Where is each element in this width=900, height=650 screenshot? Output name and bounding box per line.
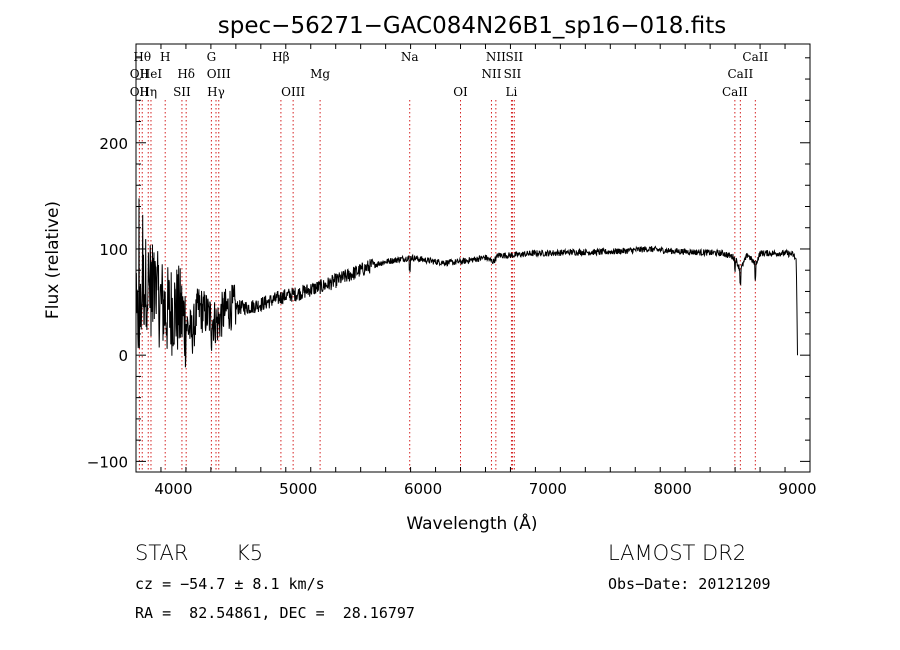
line-label: OII [130,85,150,99]
line-label: NII [486,50,506,64]
line-label: Hθ [133,50,151,64]
line-label: H [160,50,170,64]
y-tick-label: −100 [87,453,128,471]
line-label: OIII [281,85,305,99]
x-tick-label: 9000 [778,480,816,498]
x-axis-label: Wavelength (Å) [406,512,537,534]
plot-frame [135,43,811,473]
line-label: SII [173,85,191,99]
y-tick-label: 100 [99,241,128,259]
x-axis-tick-labels: 4000 5000 6000 7000 8000 9000 [154,480,816,498]
y-axis-tick-labels: −100 0 100 200 [87,135,128,472]
line-label: Li [506,85,518,99]
x-axis-ticks [135,44,811,472]
line-label: CaII [727,67,753,81]
line-label: Hδ [177,67,195,81]
line-label: Hγ [207,85,225,99]
chart-title: spec−56271−GAC084N26B1_sp16−018.fits [218,13,726,39]
y-axis-label: Flux (relative) [43,201,63,319]
line-label: Hη [139,85,157,99]
y-axis-ticks [136,57,810,462]
survey-name: LAMOST DR2 [608,541,747,565]
x-tick-label: 6000 [404,480,442,498]
line-label: CaII [722,85,748,99]
y-tick-label: 200 [99,135,128,153]
line-label: SII [504,67,522,81]
object-class: STAR [135,541,189,565]
line-label: HeI [140,67,163,81]
line-label: G [207,50,217,64]
line-label: Na [401,50,419,64]
x-tick-label: 4000 [154,480,192,498]
x-tick-label: 7000 [529,480,567,498]
spectrum-line [135,198,798,368]
line-label: OI [453,85,468,99]
line-labels: OII OII Hθ Hη HeI H SII Hδ G Hγ OIII Hβ OIII Mg Na OI NI… [130,50,769,99]
line-label: Mg [310,67,330,81]
line-label: NII [481,67,501,81]
redshift-readout: cz = −54.7 ± 8.1 km/s [135,575,325,593]
line-label: CaII [742,50,768,64]
x-tick-label: 5000 [279,480,317,498]
observation-date: Obs−Date: 20121209 [608,575,771,593]
y-tick-label: 0 [118,347,128,365]
coordinates-readout: RA = 82.54861, DEC = 28.16797 [135,604,415,622]
line-label: Hβ [272,50,289,64]
line-label: OIII [207,67,231,81]
line-label: OII [130,67,150,81]
object-subclass: K5 [236,541,264,565]
line-label: SII [505,50,523,64]
x-tick-label: 8000 [654,480,692,498]
